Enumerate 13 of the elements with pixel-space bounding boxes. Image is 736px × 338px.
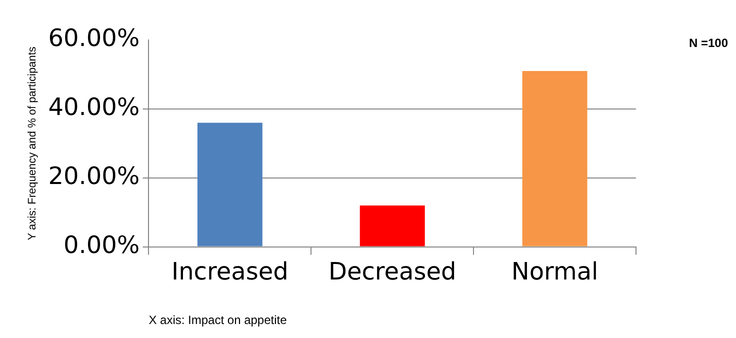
text: N =100 <box>688 36 728 50</box>
bar <box>197 122 262 246</box>
bar <box>522 71 588 246</box>
y-axis-title: Y axis: Frequency and % of participants <box>26 46 39 240</box>
y-tick-label: 40.00% <box>48 93 140 122</box>
x-tick-label: Decreased <box>328 257 456 286</box>
x-tick-label: Normal <box>511 257 598 286</box>
y-tick-label: 0.00% <box>63 231 140 260</box>
x-tick-label: Increased <box>172 257 288 286</box>
y-tick-label: 20.00% <box>48 162 140 190</box>
y-tick-label: 60.00% <box>48 24 140 52</box>
x-axis-title: X axis: Impact on appetite <box>148 313 288 328</box>
bar <box>360 205 425 246</box>
